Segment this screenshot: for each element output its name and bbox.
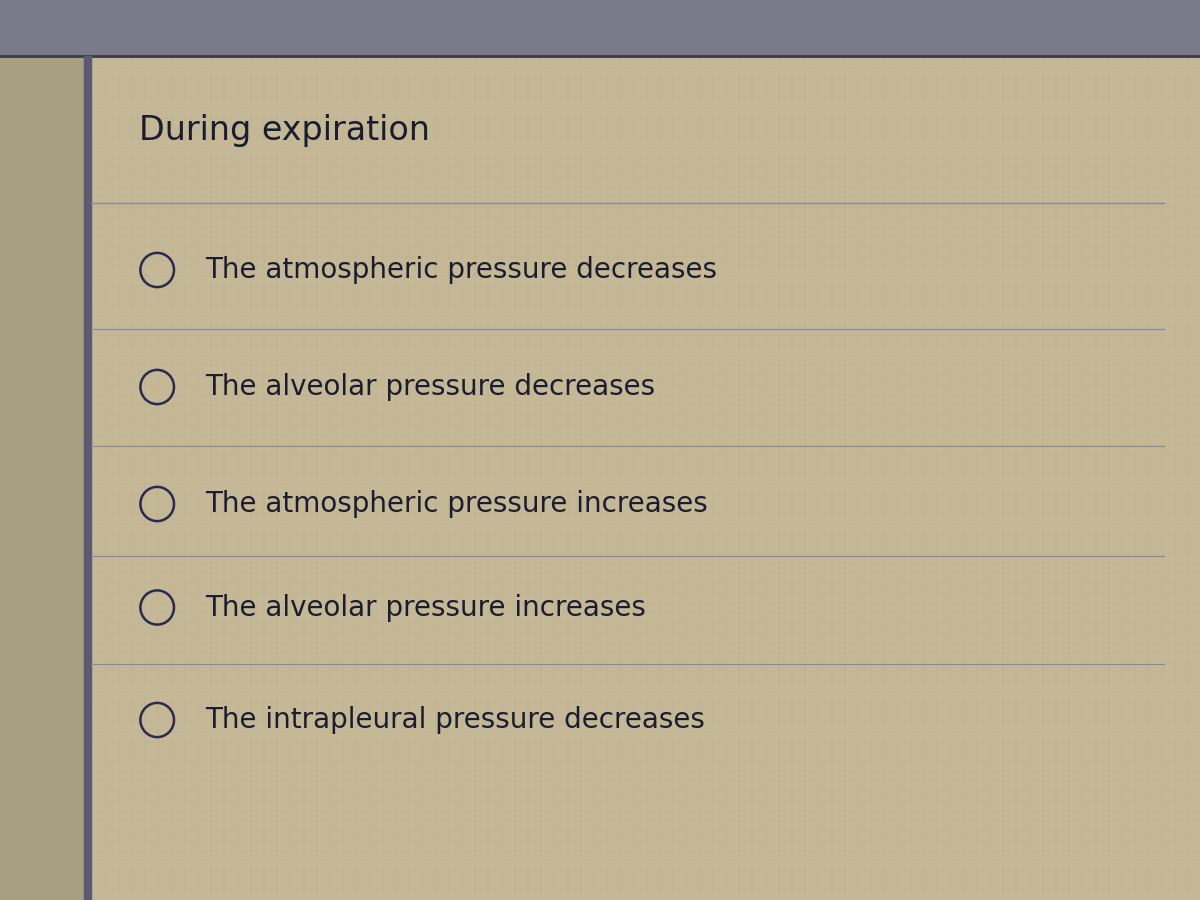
Text: During expiration: During expiration [139,114,431,147]
Text: The atmospheric pressure increases: The atmospheric pressure increases [205,490,708,518]
Text: The atmospheric pressure decreases: The atmospheric pressure decreases [205,256,718,284]
Bar [84,56,91,900]
Text: The alveolar pressure decreases: The alveolar pressure decreases [205,373,655,401]
Bar [0,0,1200,56]
Text: The alveolar pressure increases: The alveolar pressure increases [205,593,646,622]
Text: The intrapleural pressure decreases: The intrapleural pressure decreases [205,706,706,734]
Bar [0,56,84,900]
